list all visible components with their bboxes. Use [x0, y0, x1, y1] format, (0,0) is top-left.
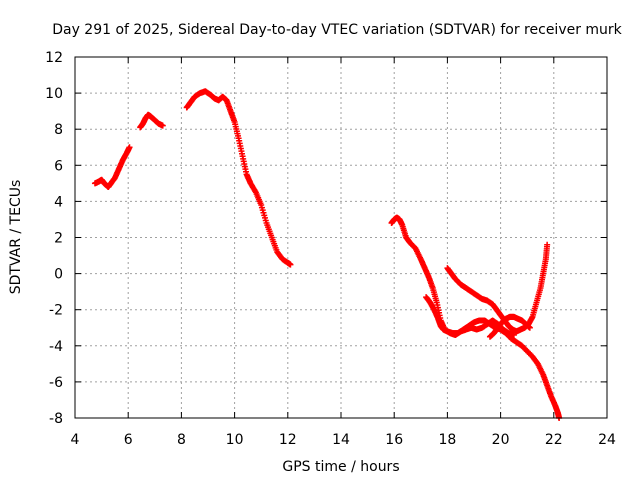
- x-tick-label: 8: [177, 432, 186, 448]
- chart-title: Day 291 of 2025, Sidereal Day-to-day VTE…: [52, 22, 622, 38]
- x-tick-label: 6: [124, 432, 133, 448]
- series-segment-5: [423, 294, 563, 421]
- y-tick-label: 12: [45, 50, 63, 66]
- x-tick-label: 14: [332, 432, 350, 448]
- y-tick-label: -4: [49, 339, 63, 355]
- data-point: [159, 122, 166, 129]
- series-segment-3: [183, 88, 294, 268]
- y-axis-label: SDTVAR / TECUs: [8, 180, 24, 295]
- plot-frame: [74, 56, 608, 419]
- grid-lines: [75, 57, 607, 418]
- data-point: [126, 144, 133, 151]
- y-tick-labels: -8 -6 -4 -2 0 2 4 6 8 10 12: [45, 50, 63, 427]
- x-tick-label: 4: [71, 432, 80, 448]
- data-point: [544, 241, 551, 248]
- y-tick-label: 6: [54, 158, 63, 174]
- series-segment-2: [137, 111, 166, 131]
- y-tick-label: 4: [54, 194, 63, 210]
- x-tick-label: 12: [279, 432, 297, 448]
- x-axis-label: GPS time / hours: [282, 459, 399, 475]
- y-tick-label: -8: [49, 411, 63, 427]
- data-point: [287, 261, 294, 268]
- x-tick-label: 18: [438, 432, 456, 448]
- data-point: [526, 324, 533, 331]
- y-tick-label: -2: [49, 303, 63, 319]
- x-tick-label: 22: [545, 432, 563, 448]
- x-tick-label: 24: [598, 432, 616, 448]
- y-tick-label: 0: [54, 267, 63, 283]
- x-tick-label: 20: [492, 432, 510, 448]
- x-tick-label: 16: [385, 432, 403, 448]
- series-segment-7: [486, 313, 533, 340]
- series-segment-1: [91, 144, 133, 190]
- y-tick-label: 10: [45, 86, 63, 102]
- y-tick-label: -6: [49, 375, 63, 391]
- x-tick-labels: 4 6 8 10 12 14 16 18 20 22 24: [71, 432, 616, 448]
- y-tick-label: 8: [54, 122, 63, 138]
- data-points: [91, 88, 563, 421]
- series-segment-6: [444, 241, 551, 335]
- y-tick-label: 2: [54, 231, 63, 247]
- x-tick-label: 10: [226, 432, 244, 448]
